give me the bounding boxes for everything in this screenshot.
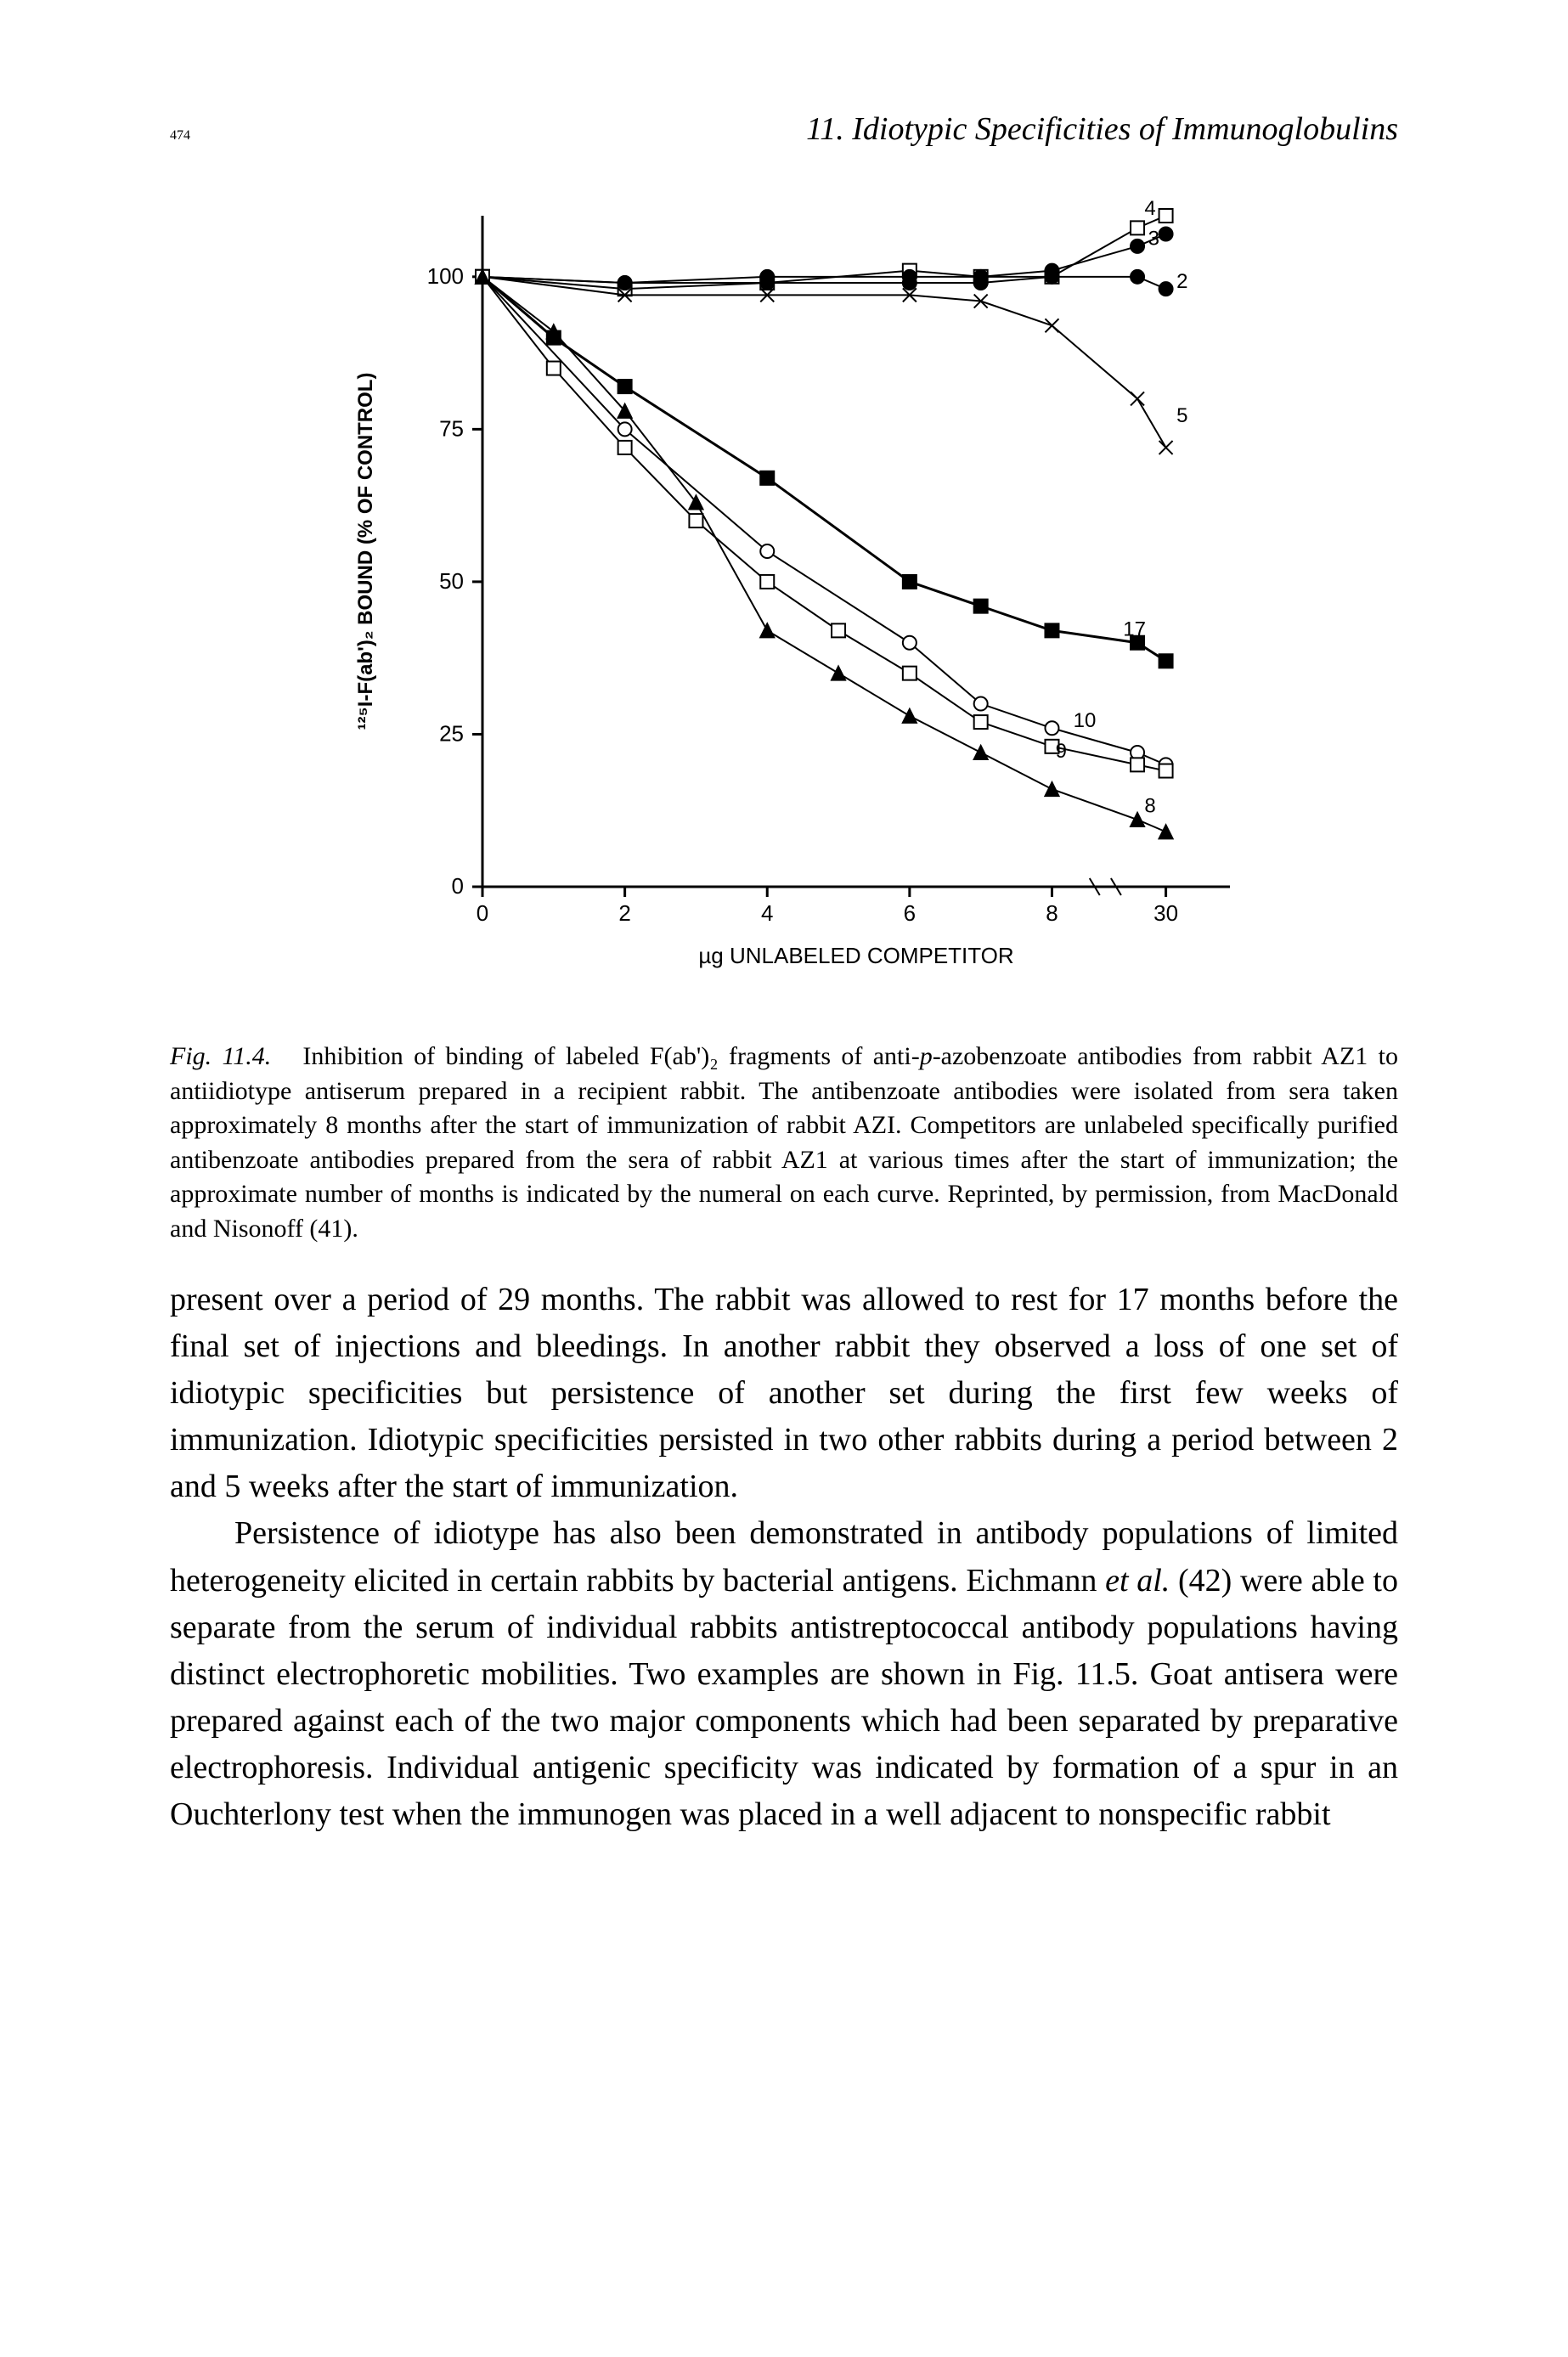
paragraph-2: Persistence of idiotype has also been de… bbox=[170, 1510, 1398, 1838]
svg-text:5: 5 bbox=[1176, 404, 1187, 427]
para2-etal: et al. bbox=[1105, 1563, 1170, 1599]
svg-text:2: 2 bbox=[1176, 270, 1187, 293]
caption-text-a: Inhibition of binding of labeled F(ab')₂… bbox=[302, 1042, 919, 1070]
figure-caption: Fig. 11.4. Inhibition of binding of labe… bbox=[170, 1040, 1398, 1246]
inhibition-chart: 02550751000246830µg UNLABELED COMPETITOR… bbox=[296, 182, 1272, 1014]
svg-text:8: 8 bbox=[1046, 900, 1058, 926]
paragraph-1: present over a period of 29 months. The … bbox=[170, 1277, 1398, 1510]
svg-text:4: 4 bbox=[1144, 197, 1155, 220]
chapter-title: 11. Idiotypic Specificities of Immunoglo… bbox=[806, 110, 1398, 148]
svg-text:3: 3 bbox=[1148, 228, 1159, 251]
caption-text-b: -azobenzoate antibodies from rabbit AZ1 … bbox=[170, 1042, 1398, 1243]
figure-11-4: 02550751000246830µg UNLABELED COMPETITOR… bbox=[170, 182, 1398, 1014]
svg-text:¹²⁵I-F(ab')₂ BOUND (% OF CONTR: ¹²⁵I-F(ab')₂ BOUND (% OF CONTROL) bbox=[354, 373, 377, 730]
svg-text:10: 10 bbox=[1074, 709, 1097, 732]
body-text: present over a period of 29 months. The … bbox=[170, 1277, 1398, 1838]
para2-c: (42) were able to separate from the seru… bbox=[170, 1563, 1398, 1832]
svg-text:8: 8 bbox=[1144, 795, 1155, 818]
svg-text:0: 0 bbox=[452, 873, 464, 899]
svg-text:µg UNLABELED COMPETITOR: µg UNLABELED COMPETITOR bbox=[698, 943, 1013, 968]
figure-label: Fig. 11.4. bbox=[170, 1042, 271, 1070]
svg-text:75: 75 bbox=[439, 415, 464, 441]
svg-text:100: 100 bbox=[427, 263, 464, 289]
svg-text:2: 2 bbox=[618, 900, 630, 926]
svg-text:4: 4 bbox=[761, 900, 773, 926]
svg-text:17: 17 bbox=[1123, 617, 1146, 640]
svg-text:6: 6 bbox=[904, 900, 916, 926]
caption-text-p: p bbox=[920, 1042, 933, 1070]
page-number: 474 bbox=[170, 128, 190, 144]
svg-text:25: 25 bbox=[439, 720, 464, 746]
svg-text:30: 30 bbox=[1153, 900, 1178, 926]
svg-text:50: 50 bbox=[439, 568, 464, 594]
svg-text:9: 9 bbox=[1056, 740, 1067, 763]
svg-text:0: 0 bbox=[477, 900, 488, 926]
